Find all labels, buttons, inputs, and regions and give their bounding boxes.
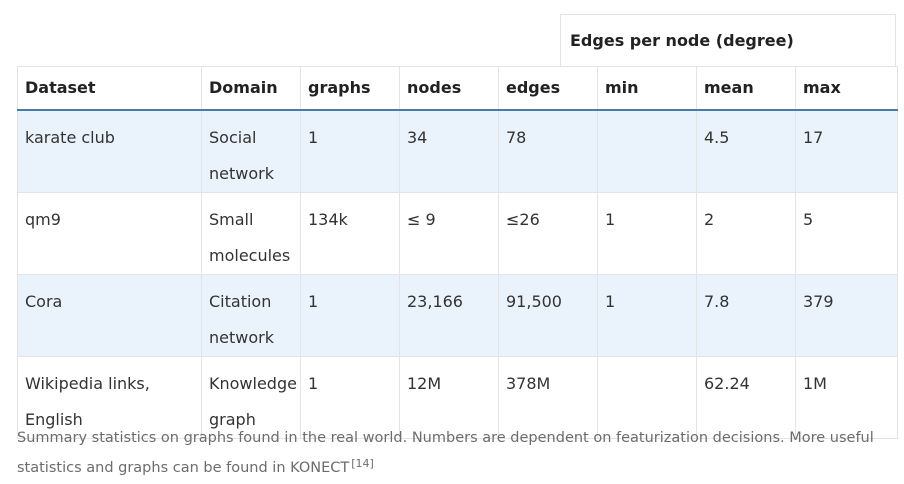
cell-nodes: ≤ 9 xyxy=(399,192,499,275)
table-row: Cora Citation network 1 23,166 91,500 1 … xyxy=(17,274,898,357)
cell-domain: Small molecules xyxy=(201,192,301,275)
table-caption: Summary statistics on graphs found in th… xyxy=(17,426,887,481)
cell-min xyxy=(597,109,697,193)
header-max: max xyxy=(795,66,898,111)
cell-max: 17 xyxy=(795,109,898,193)
header-edges: edges xyxy=(498,66,598,111)
cell-nodes: 12M xyxy=(399,356,499,439)
cell-domain: Social network xyxy=(201,109,301,193)
group-header-spacer xyxy=(17,14,560,66)
header-min: min xyxy=(597,66,697,111)
cell-mean: 62.24 xyxy=(696,356,796,439)
caption-text: Summary statistics on graphs found in th… xyxy=(17,430,874,476)
cell-domain: Knowledge graph xyxy=(201,356,301,439)
header-dataset: Dataset xyxy=(17,66,202,111)
cell-dataset: Cora xyxy=(17,274,202,357)
table-row: karate club Social network 1 34 78 4.5 1… xyxy=(17,109,898,193)
header-nodes: nodes xyxy=(399,66,499,111)
table-row: qm9 Small molecules 134k ≤ 9 ≤26 1 2 5 xyxy=(17,192,898,275)
cell-max: 5 xyxy=(795,192,898,275)
degree-group-header: Edges per node (degree) xyxy=(560,14,896,66)
header-domain: Domain xyxy=(201,66,301,111)
cell-min: 1 xyxy=(597,192,697,275)
cell-max: 379 xyxy=(795,274,898,357)
group-header-row: Edges per node (degree) xyxy=(17,14,897,66)
cell-max: 1M xyxy=(795,356,898,439)
cell-edges: ≤26 xyxy=(498,192,598,275)
cell-min xyxy=(597,356,697,439)
cell-min: 1 xyxy=(597,274,697,357)
cell-dataset: Wikipedia links, English xyxy=(17,356,202,439)
header-graphs: graphs xyxy=(300,66,400,111)
cell-dataset: qm9 xyxy=(17,192,202,275)
cell-mean: 7.8 xyxy=(696,274,796,357)
cell-graphs: 1 xyxy=(300,356,400,439)
cell-nodes: 34 xyxy=(399,109,499,193)
cell-graphs: 1 xyxy=(300,274,400,357)
graph-statistics-table: Dataset Domain graphs nodes edges min me… xyxy=(17,66,898,439)
cell-edges: 78 xyxy=(498,109,598,193)
stats-table-container: Edges per node (degree) Dataset Domain g… xyxy=(17,14,898,439)
citation-link[interactable]: [14] xyxy=(351,457,374,470)
cell-graphs: 1 xyxy=(300,109,400,193)
cell-graphs: 134k xyxy=(300,192,400,275)
cell-nodes: 23,166 xyxy=(399,274,499,357)
cell-edges: 378M xyxy=(498,356,598,439)
cell-domain: Citation network xyxy=(201,274,301,357)
cell-edges: 91,500 xyxy=(498,274,598,357)
column-header-row: Dataset Domain graphs nodes edges min me… xyxy=(17,66,898,111)
header-mean: mean xyxy=(696,66,796,111)
table-row: Wikipedia links, English Knowledge graph… xyxy=(17,356,898,439)
cell-mean: 4.5 xyxy=(696,109,796,193)
cell-dataset: karate club xyxy=(17,109,202,193)
cell-mean: 2 xyxy=(696,192,796,275)
